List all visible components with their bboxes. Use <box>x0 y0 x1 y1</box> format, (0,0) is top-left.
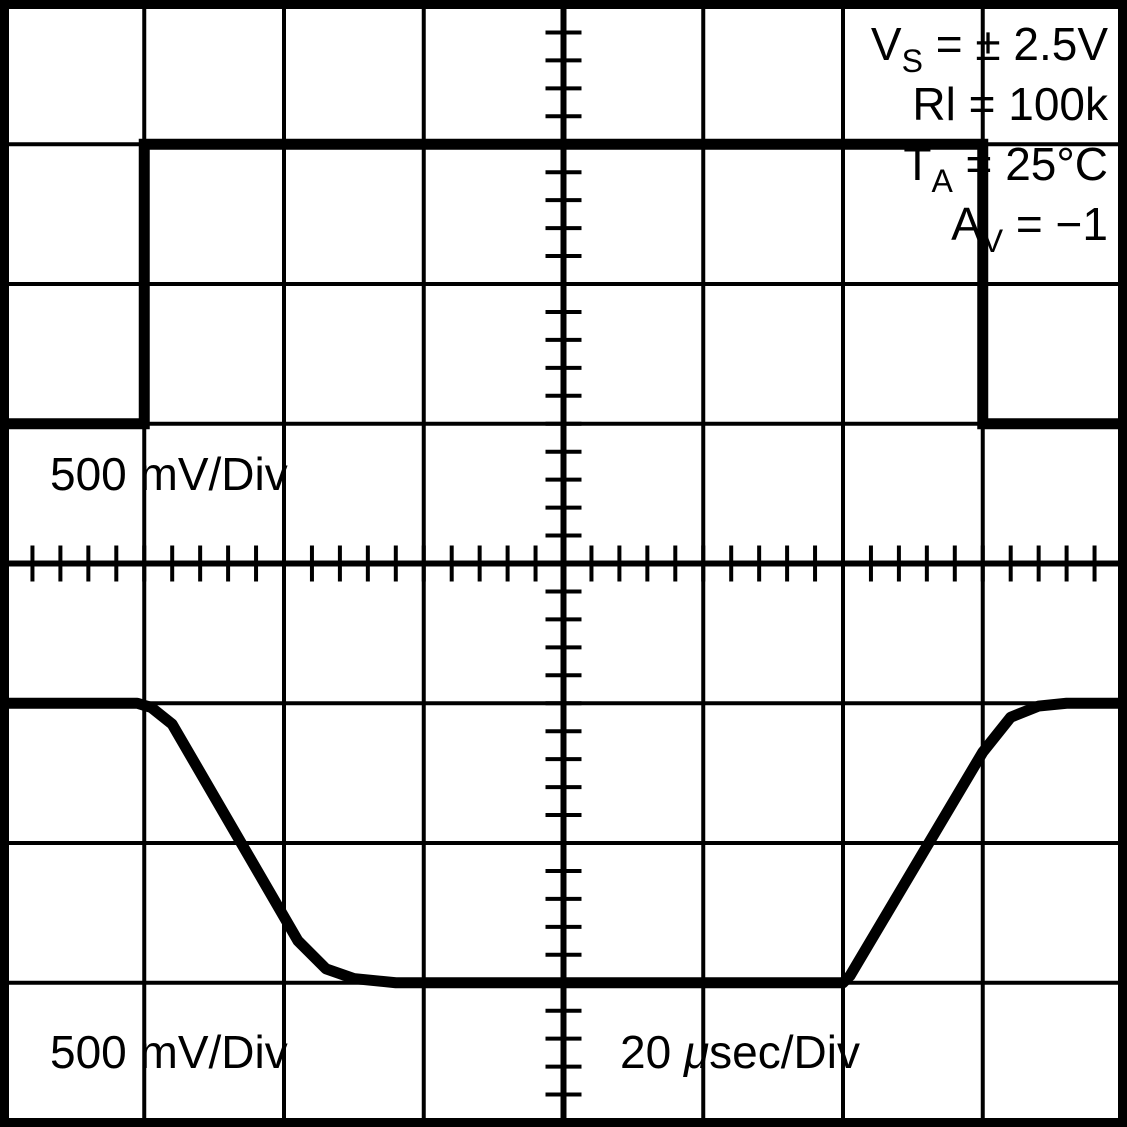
scope-svg: 500 mV/Div500 mV/Div20 μsec/DivVS = ± 2.… <box>0 0 1127 1127</box>
oscilloscope-display: 500 mV/Div500 mV/Div20 μsec/DivVS = ± 2.… <box>0 0 1127 1127</box>
time-scale-label: 20 μsec/Div <box>620 1026 860 1078</box>
cond-av: AV = −1 <box>951 198 1108 259</box>
upper-scale-label: 500 mV/Div <box>50 448 288 500</box>
lower-scale-label: 500 mV/Div <box>50 1026 288 1078</box>
cond-rl: Rl = 100k <box>912 78 1109 130</box>
